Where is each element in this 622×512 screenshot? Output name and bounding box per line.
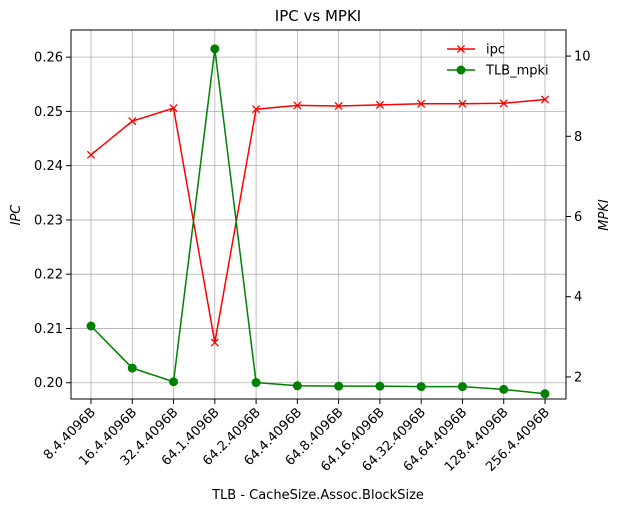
right-y-tick-label: 8 <box>574 130 582 145</box>
right-y-axis-title: MPKI <box>597 199 612 231</box>
series-line-ipc <box>91 99 545 342</box>
left-y-tick-label: 0.22 <box>34 268 63 283</box>
point-TLB_mpki <box>541 389 550 398</box>
point-TLB_mpki <box>128 364 137 373</box>
left-y-tick-label: 0.25 <box>34 105 63 120</box>
right-y-tick-label: 6 <box>574 210 582 225</box>
series-layer <box>87 44 550 398</box>
chart-title: IPC vs MPKI <box>275 7 361 25</box>
left-y-axis-title: IPC <box>9 204 24 226</box>
left-y-tick-label: 0.26 <box>34 51 63 66</box>
point-TLB_mpki <box>169 377 178 386</box>
left-y-tick-label: 0.21 <box>34 322 63 337</box>
legend-label-ipc: ipc <box>486 43 505 58</box>
point-TLB_mpki <box>417 382 426 391</box>
legend-label-TLB_mpki: TLB_mpki <box>485 64 549 79</box>
left-y-axis: 0.20 0.21 0.22 0.23 0.24 0.25 0.26 <box>34 51 71 392</box>
plot-frame <box>71 30 566 399</box>
point-TLB_mpki <box>252 378 261 387</box>
point-TLB_mpki <box>458 382 467 391</box>
series-line-TLB_mpki <box>91 49 545 394</box>
point-TLB_mpki <box>375 382 384 391</box>
x-axis: 8.4.4096B16.4.4096B32.4.4096B64.1.4096B6… <box>41 399 553 475</box>
point-TLB_mpki <box>210 44 219 53</box>
point-TLB_mpki <box>293 381 302 390</box>
left-y-tick-label: 0.23 <box>34 213 63 228</box>
point-TLB_mpki <box>87 322 96 331</box>
point-TLB_mpki <box>334 382 343 391</box>
grid <box>71 30 566 399</box>
right-y-tick-label: 10 <box>574 50 591 65</box>
point-TLB_mpki <box>499 385 508 394</box>
left-y-tick-label: 0.24 <box>34 159 63 174</box>
right-y-tick-label: 2 <box>574 370 582 385</box>
right-y-tick-label: 4 <box>574 290 582 305</box>
legend-marker-TLB_mpki <box>457 66 466 75</box>
right-y-axis: 2 4 6 8 10 <box>566 50 591 386</box>
left-y-tick-label: 0.20 <box>34 376 63 391</box>
x-axis-title: TLB - CacheSize.Assoc.BlockSize <box>211 488 424 503</box>
